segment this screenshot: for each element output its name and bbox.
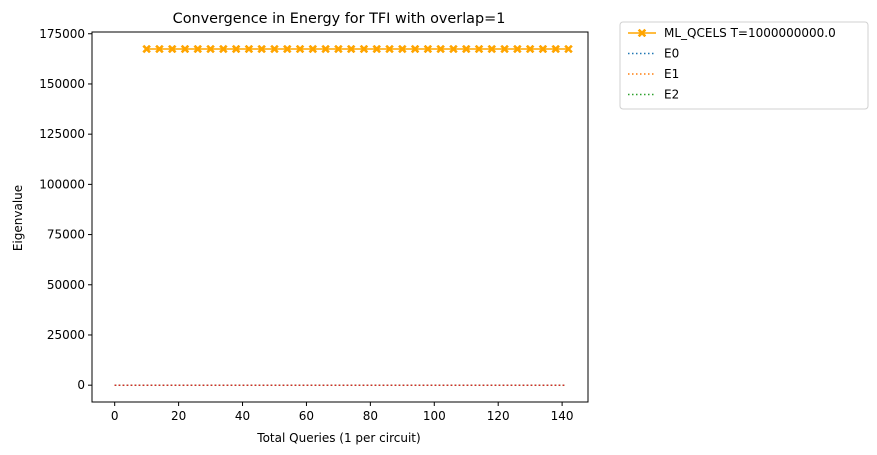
- data-point: [295, 44, 305, 54]
- legend-label: ML_QCELS T=1000000000.0: [664, 26, 836, 40]
- x-tick-label: 60: [299, 409, 314, 423]
- data-point: [474, 44, 484, 54]
- data-point: [334, 44, 343, 54]
- x-tick-label: 120: [487, 409, 510, 423]
- data-point: [270, 44, 279, 54]
- data-point: [346, 44, 356, 54]
- data-point: [461, 44, 471, 54]
- y-tick-label: 125000: [39, 127, 85, 141]
- data-point: [525, 44, 535, 54]
- plot-area: [91, 31, 589, 403]
- data-point: [321, 44, 330, 54]
- legend-label: E0: [664, 47, 679, 61]
- x-tick-label: 20: [171, 409, 186, 423]
- y-tick-label: 75000: [47, 228, 85, 242]
- data-point: [206, 44, 215, 54]
- data-point: [155, 44, 164, 54]
- data-point: [308, 44, 318, 54]
- data-point: [231, 44, 241, 54]
- x-tick-label: 0: [111, 409, 119, 423]
- data-point: [423, 44, 433, 54]
- y-tick-label: 25000: [47, 328, 85, 342]
- data-point: [359, 44, 369, 54]
- data-point: [142, 44, 152, 54]
- data-point: [167, 44, 177, 54]
- data-point: [410, 44, 420, 54]
- data-point: [513, 44, 522, 54]
- data-point: [257, 44, 267, 54]
- y-tick-label: 0: [77, 378, 85, 392]
- data-point: [385, 44, 394, 54]
- data-point: [282, 44, 292, 54]
- data-point: [193, 44, 203, 54]
- y-axis-label: Eigenvalue: [11, 185, 25, 251]
- y-tick-label: 175000: [39, 27, 85, 41]
- data-point: [180, 44, 190, 54]
- x-tick-label: 100: [423, 409, 446, 423]
- data-point: [244, 44, 254, 54]
- data-point: [372, 44, 382, 54]
- x-axis-label: Total Queries (1 per circuit): [256, 431, 420, 445]
- x-tick-label: 140: [551, 409, 574, 423]
- legend-marker: [637, 28, 647, 38]
- legend-label: E2: [664, 88, 679, 102]
- data-point: [449, 44, 458, 54]
- chart-title: Convergence in Energy for TFI with overl…: [173, 11, 506, 27]
- data-point: [564, 44, 573, 54]
- y-tick-label: 50000: [47, 278, 85, 292]
- x-tick-label: 40: [235, 409, 250, 423]
- data-point: [487, 44, 497, 54]
- x-tick-label: 80: [363, 409, 378, 423]
- legend-frame: [619, 21, 869, 110]
- data-point: [551, 44, 561, 54]
- data-point: [538, 44, 548, 54]
- y-tick-label: 150000: [39, 77, 85, 91]
- data-point: [500, 44, 509, 54]
- data-point: [436, 44, 446, 54]
- legend: ML_QCELS T=1000000000.0 E0 E1 E2: [619, 21, 869, 110]
- legend-label: E1: [664, 67, 679, 81]
- data-point: [397, 44, 407, 54]
- data-point: [218, 44, 228, 54]
- y-tick-label: 100000: [39, 177, 85, 191]
